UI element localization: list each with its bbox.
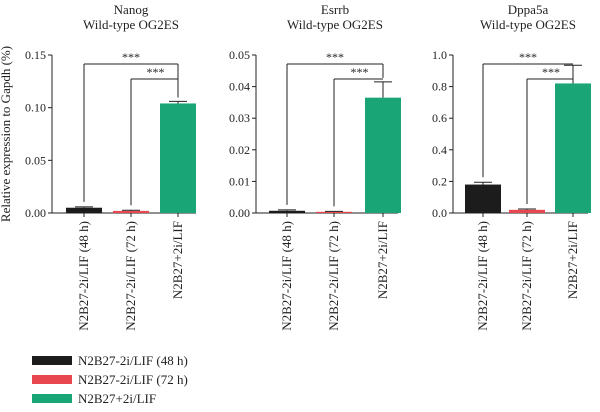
legend-item-2i: N2B27+2i/LIF xyxy=(32,389,188,408)
y-tick-label: 0.00 xyxy=(25,206,46,220)
x-tick-label-1: N2B27-2i/LIF (72 h) xyxy=(123,221,138,331)
x-tick-label-0: N2B27-2i/LIF (48 h) xyxy=(76,221,91,331)
y-tick-label: 1.0 xyxy=(432,48,447,62)
y-tick-label: 0.0 xyxy=(432,206,447,220)
y-tick-label: 0.8 xyxy=(432,80,447,94)
sig-label-1: *** xyxy=(147,65,165,79)
x-tick-label-2: N2B27+2i/LIF xyxy=(375,221,390,299)
chart-title: Esrrb xyxy=(321,2,349,17)
bar-2 xyxy=(160,103,196,213)
y-tick-label: 0.03 xyxy=(229,111,250,125)
bar-2 xyxy=(365,97,401,213)
y-tick-label: 0.6 xyxy=(432,111,447,125)
bar-0 xyxy=(66,207,102,213)
legend-label-72h: N2B27-2i/LIF (72 h) xyxy=(78,371,188,387)
y-tick-label: 0.05 xyxy=(25,153,46,167)
y-tick-label: 0.10 xyxy=(25,101,46,115)
y-tick-label: 0.05 xyxy=(229,48,250,62)
legend-swatch-48h xyxy=(32,356,72,365)
sig-label-1: *** xyxy=(542,65,560,79)
chart-subtitle: Wild-type OG2ES xyxy=(83,17,179,32)
legend-item-72h: N2B27-2i/LIF (72 h) xyxy=(32,370,188,389)
sig-label-1: *** xyxy=(351,65,369,79)
x-tick-label-0: N2B27-2i/LIF (48 h) xyxy=(475,221,490,331)
legend-label-2i: N2B27+2i/LIF xyxy=(78,390,157,406)
bar-1 xyxy=(113,210,149,213)
legend: N2B27-2i/LIF (48 h) N2B27-2i/LIF (72 h) … xyxy=(32,351,188,408)
legend-item-48h: N2B27-2i/LIF (48 h) xyxy=(32,351,188,370)
legend-label-48h: N2B27-2i/LIF (48 h) xyxy=(78,352,188,368)
bar-1 xyxy=(316,211,352,213)
sig-label-0: *** xyxy=(519,50,537,64)
x-tick-label-0: N2B27-2i/LIF (48 h) xyxy=(279,221,294,331)
chart-title: Dppa5a xyxy=(508,2,549,17)
y-tick-label: 0.02 xyxy=(229,143,250,157)
y-tick-label: 0.01 xyxy=(229,174,250,188)
y-tick-label: 0.4 xyxy=(432,143,447,157)
sig-label-0: *** xyxy=(122,50,140,64)
bar-0 xyxy=(269,210,305,213)
chart-title: Nanog xyxy=(114,2,149,17)
x-tick-label-1: N2B27-2i/LIF (72 h) xyxy=(326,221,341,331)
y-tick-label: 0.04 xyxy=(229,80,250,94)
y-axis-label: Relative expression to Gapdh (%) xyxy=(0,46,13,222)
chart-subtitle: Wild-type OG2ES xyxy=(480,17,576,32)
chart-subtitle: Wild-type OG2ES xyxy=(287,17,383,32)
y-tick-label: 0.00 xyxy=(229,206,250,220)
bar-1 xyxy=(509,209,545,213)
bar-2 xyxy=(555,83,591,213)
y-tick-label: 0.15 xyxy=(25,48,46,62)
bar-0 xyxy=(465,184,501,213)
x-tick-label-1: N2B27-2i/LIF (72 h) xyxy=(519,221,534,331)
x-tick-label-2: N2B27+2i/LIF xyxy=(565,221,580,299)
y-tick-label: 0.2 xyxy=(432,174,447,188)
legend-swatch-72h xyxy=(32,375,72,384)
legend-swatch-2i xyxy=(32,394,72,403)
x-tick-label-2: N2B27+2i/LIF xyxy=(170,221,185,299)
sig-label-0: *** xyxy=(326,50,344,64)
